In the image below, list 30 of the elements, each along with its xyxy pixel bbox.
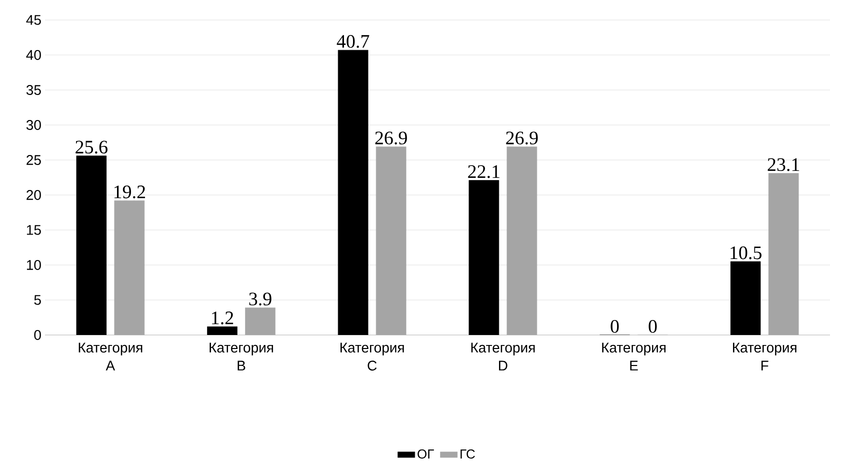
y-tick-label: 35 [26, 85, 41, 95]
data-label: 19.2 [114, 186, 145, 198]
data-label: 0 [648, 320, 657, 333]
x-tick-label: Категория C [340, 342, 404, 371]
y-tick-label: 5 [34, 295, 41, 305]
legend-label: ОГ [418, 449, 434, 459]
y-tick-label: 20 [26, 190, 41, 200]
y-tick-label: 15 [26, 225, 41, 235]
y-tick-label: 45 [26, 15, 41, 25]
y-tick-label: 10 [26, 260, 41, 270]
y-tick-label: 40 [26, 50, 41, 60]
data-label: 3.9 [249, 292, 272, 306]
data-label: 23.1 [768, 158, 800, 172]
x-tick-label: Категория A [78, 342, 142, 370]
y-tick-label: 30 [26, 120, 41, 130]
x-tick-label: Категория E [602, 342, 666, 370]
data-label: 26.9 [506, 132, 538, 144]
data-label: 0 [610, 320, 619, 333]
data-label: 1.2 [212, 312, 234, 324]
x-tick-label: Категория B [210, 342, 274, 370]
data-label: 10.5 [730, 246, 762, 260]
y-tick-label: 0 [34, 330, 41, 340]
data-label: 25.6 [76, 140, 108, 154]
data-label: 26.9 [375, 132, 407, 144]
y-tick-label: 25 [26, 155, 41, 165]
x-tick-label: Категория D [471, 342, 535, 370]
x-tick-label: Категория F [733, 342, 796, 370]
legend-label: ГС [460, 449, 475, 459]
data-label: 22.1 [468, 165, 500, 178]
data-label: 40.7 [336, 35, 370, 48]
